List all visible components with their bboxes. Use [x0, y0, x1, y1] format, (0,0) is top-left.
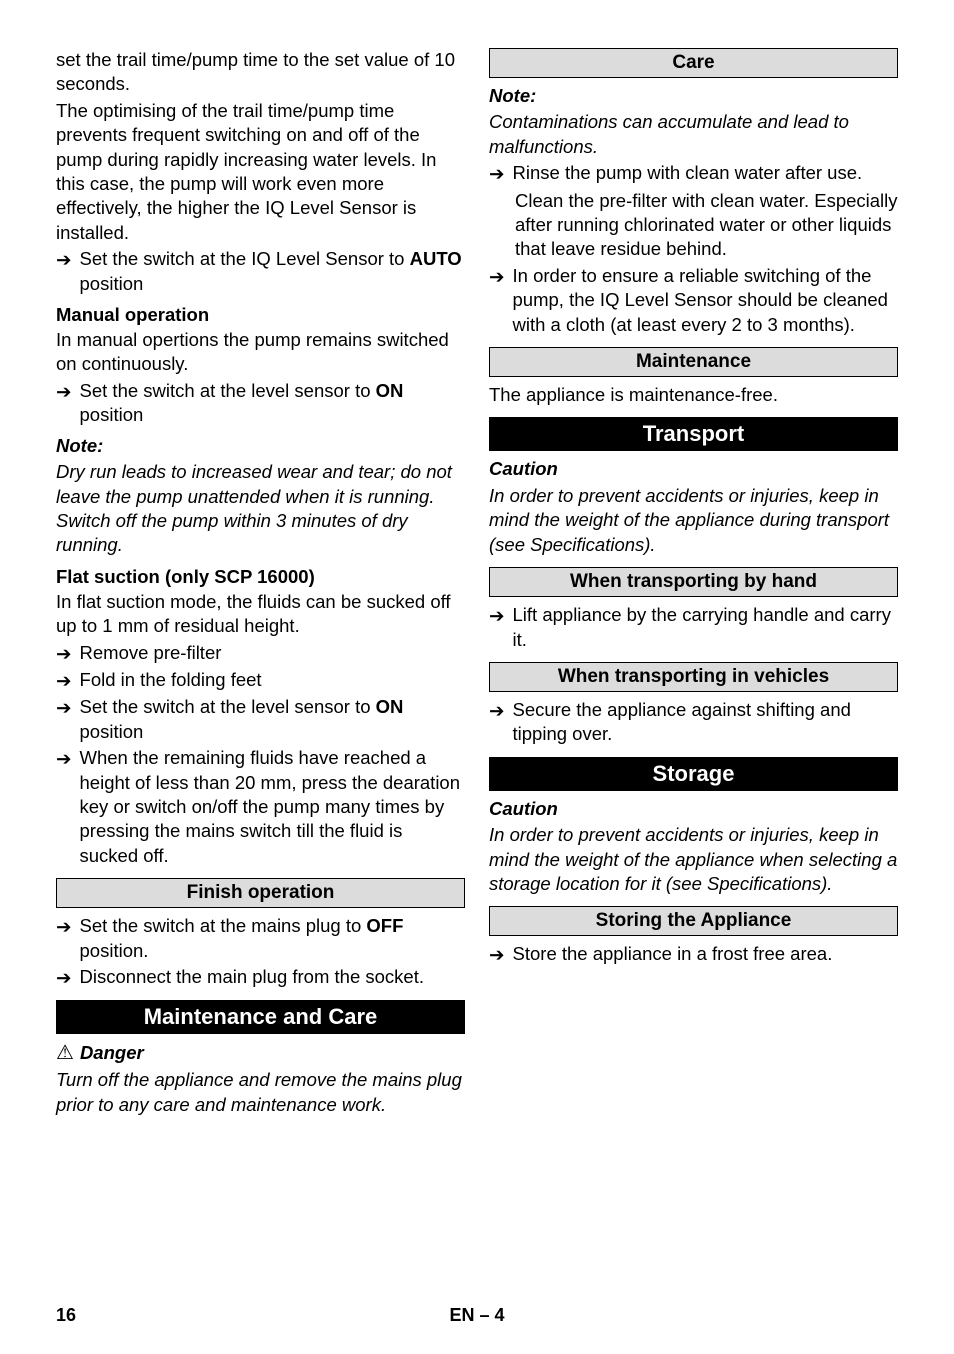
list-text: In order to ensure a reliable switching … [513, 264, 898, 337]
right-column: Care Note: Contaminations can accumulate… [489, 48, 898, 1119]
section-heading-maintenance-care: Maintenance and Care [56, 1000, 465, 1034]
section-heading-storing-appliance: Storing the Appliance [489, 906, 898, 936]
caution-text: In order to prevent accidents or injurie… [489, 484, 898, 557]
note-text: Dry run leads to increased wear and tear… [56, 460, 465, 558]
arrow-icon: ➔ [56, 642, 72, 666]
caution-heading: Caution [489, 797, 898, 821]
list-item: ➔ Set the switch at the mains plug to OF… [56, 914, 465, 963]
section-heading-maintenance: Maintenance [489, 347, 898, 377]
subheading: Flat suction (only SCP 16000) [56, 566, 465, 588]
arrow-icon: ➔ [489, 604, 505, 628]
list-text: Store the appliance in a frost free area… [513, 942, 833, 966]
list-item: ➔ Set the switch at the level sensor to … [56, 379, 465, 428]
list-item: ➔ When the remaining fluids have reached… [56, 746, 465, 868]
arrow-icon: ➔ [56, 380, 72, 404]
arrow-icon: ➔ [489, 699, 505, 723]
list-text: Set the switch at the mains plug to OFF … [80, 914, 465, 963]
list-text: Secure the appliance against shifting an… [513, 698, 898, 747]
note-heading: Note: [489, 84, 898, 108]
caution-heading: Caution [489, 457, 898, 481]
section-heading-finish: Finish operation [56, 878, 465, 908]
note-heading: Note: [56, 434, 465, 458]
section-heading-transport-vehicle: When transporting in vehicles [489, 662, 898, 692]
list-text: Fold in the folding feet [80, 668, 262, 692]
list-text: When the remaining fluids have reached a… [80, 746, 465, 868]
arrow-icon: ➔ [489, 943, 505, 967]
list-text: Set the switch at the level sensor to ON… [80, 695, 465, 744]
footer: 16 EN – 4 [56, 1305, 898, 1326]
arrow-icon: ➔ [56, 747, 72, 771]
arrow-icon: ➔ [489, 265, 505, 289]
list-item: ➔ Lift appliance by the carrying handle … [489, 603, 898, 652]
list-item: ➔ Rinse the pump with clean water after … [489, 161, 898, 186]
section-heading-transport-hand: When transporting by hand [489, 567, 898, 597]
arrow-icon: ➔ [56, 696, 72, 720]
footer-code: EN – 4 [56, 1305, 898, 1326]
para: In manual opertions the pump remains swi… [56, 328, 465, 377]
para: The optimising of the trail time/pump ti… [56, 99, 465, 245]
section-heading-transport: Transport [489, 417, 898, 451]
list-item: ➔ Store the appliance in a frost free ar… [489, 942, 898, 967]
note-text: Contaminations can accumulate and lead t… [489, 110, 898, 159]
list-text: Lift appliance by the carrying handle an… [513, 603, 898, 652]
warning-icon: ⚠ [56, 1043, 74, 1063]
list-item: ➔ Fold in the folding feet [56, 668, 465, 693]
list-item: ➔ In order to ensure a reliable switchin… [489, 264, 898, 337]
list-item: ➔ Disconnect the main plug from the sock… [56, 965, 465, 990]
list-text: Disconnect the main plug from the socket… [80, 965, 424, 989]
list-item: ➔ Set the switch at the IQ Level Sensor … [56, 247, 465, 296]
arrow-icon: ➔ [56, 915, 72, 939]
para: set the trail time/pump time to the set … [56, 48, 465, 97]
list-text: Rinse the pump with clean water after us… [513, 161, 863, 185]
arrow-icon: ➔ [56, 966, 72, 990]
caution-text: In order to prevent accidents or injurie… [489, 823, 898, 896]
danger-row: ⚠ Danger [56, 1042, 465, 1064]
list-item: ➔ Set the switch at the level sensor to … [56, 695, 465, 744]
list-text: Set the switch at the IQ Level Sensor to… [80, 247, 465, 296]
para: The appliance is maintenance-free. [489, 383, 898, 407]
list-text-continued: Clean the pre-filter with clean water. E… [489, 189, 898, 262]
left-column: set the trail time/pump time to the set … [56, 48, 465, 1119]
para: In flat suction mode, the fluids can be … [56, 590, 465, 639]
list-text: Set the switch at the level sensor to ON… [80, 379, 465, 428]
danger-label: Danger [80, 1042, 144, 1064]
arrow-icon: ➔ [56, 669, 72, 693]
list-item: ➔ Secure the appliance against shifting … [489, 698, 898, 747]
section-heading-care: Care [489, 48, 898, 78]
list-item: ➔ Remove pre-filter [56, 641, 465, 666]
arrow-icon: ➔ [56, 248, 72, 272]
arrow-icon: ➔ [489, 162, 505, 186]
subheading: Manual operation [56, 304, 465, 326]
section-heading-storage: Storage [489, 757, 898, 791]
list-text: Remove pre-filter [80, 641, 222, 665]
danger-text: Turn off the appliance and remove the ma… [56, 1068, 465, 1117]
